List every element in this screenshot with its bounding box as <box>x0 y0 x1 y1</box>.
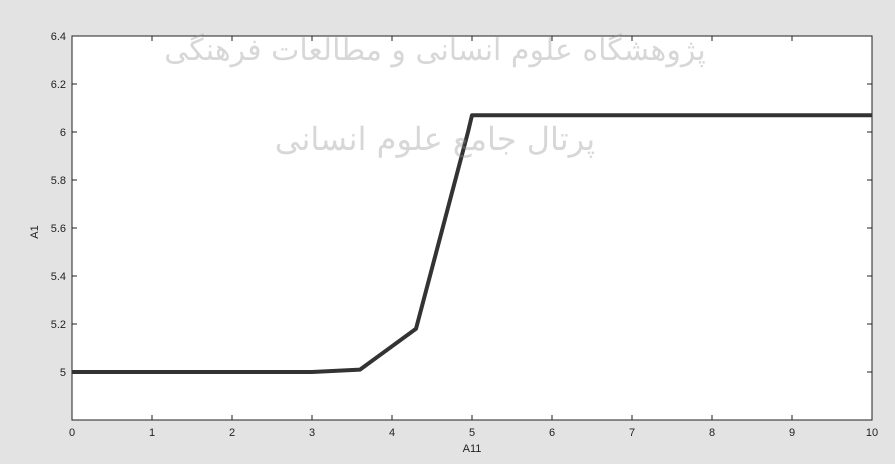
y-tick-label: 6 <box>60 127 66 139</box>
series-layer <box>72 113 872 374</box>
x-axis-ticks: 0 1 2 3 4 5 6 7 8 9 10 <box>69 36 878 439</box>
x-tick-label: 9 <box>789 427 795 439</box>
x-tick-label: 5 <box>469 427 475 439</box>
x-tick-label: 2 <box>229 427 235 439</box>
x-tick-label: 1 <box>149 427 155 439</box>
plot-area <box>71 35 873 421</box>
y-tick-label: 5.6 <box>51 223 66 235</box>
x-tick-label: 0 <box>69 427 75 439</box>
x-tick-label: 7 <box>629 427 635 439</box>
y-axis-label: A1 <box>29 225 41 238</box>
x-tick-label: 3 <box>309 427 315 439</box>
x-tick-label: 8 <box>709 427 715 439</box>
y-tick-label: 5.8 <box>51 175 66 187</box>
y-tick-label: 6.2 <box>51 79 66 91</box>
y-axis-ticks: 5 5.2 5.4 5.6 5.8 6 6.2 6.4 <box>51 31 872 379</box>
x-tick-label: 6 <box>549 427 555 439</box>
series-line <box>72 113 872 374</box>
y-tick-label: 5.4 <box>51 271 66 283</box>
x-tick-label: 4 <box>389 427 395 439</box>
y-tick-label: 6.4 <box>51 31 66 43</box>
x-axis-label: A11 <box>463 443 482 455</box>
watermark-line-2: پرتال جامع علوم انسانی <box>275 120 595 158</box>
watermark-line-1: پژوهشگاه علوم انسانی و مطالعات فرهنگی <box>164 33 706 68</box>
x-tick-label: 10 <box>866 427 878 439</box>
y-tick-label: 5 <box>60 367 66 379</box>
y-tick-label: 5.2 <box>51 319 66 331</box>
